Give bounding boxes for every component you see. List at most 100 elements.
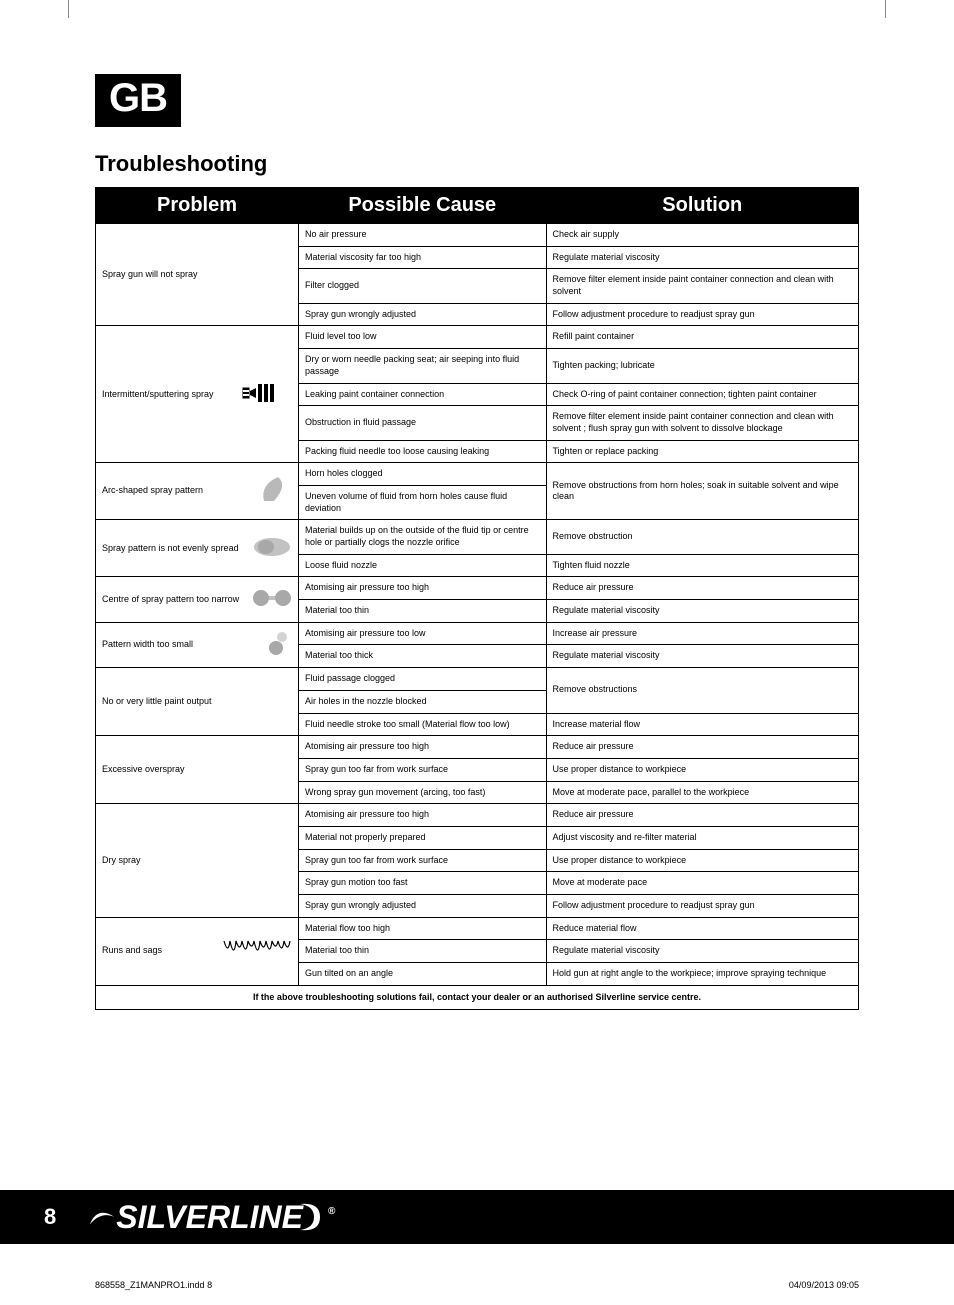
cause-cell: Atomising air pressure too low <box>299 622 547 645</box>
cause-cell: Material viscosity far too high <box>299 246 547 269</box>
header-problem: Problem <box>96 188 299 224</box>
cause-cell: Leaking paint container connection <box>299 383 547 406</box>
problem-text: No or very little paint output <box>102 696 292 708</box>
brand-text: SILVERLINE <box>116 1199 303 1236</box>
uneven-icon <box>252 535 292 563</box>
swoosh-icon <box>86 1202 116 1232</box>
solution-cell: Follow adjustment procedure to readjust … <box>546 895 858 918</box>
cause-cell: Atomising air pressure too high <box>299 736 547 759</box>
solution-cell: Follow adjustment procedure to readjust … <box>546 303 858 326</box>
solution-cell: Remove filter element inside paint conta… <box>546 269 858 303</box>
cause-cell: Obstruction in fluid passage <box>299 406 547 440</box>
brand-tail-icon <box>300 1202 326 1232</box>
problem-cell: Dry spray <box>96 804 299 917</box>
country-code: GB <box>109 76 167 120</box>
sputter-icon <box>242 380 292 410</box>
header-solution: Solution <box>546 188 858 224</box>
cause-cell: Atomising air pressure too high <box>299 577 547 600</box>
header-cause: Possible Cause <box>299 188 547 224</box>
problem-cell: Centre of spray pattern too narrow <box>96 577 299 622</box>
cause-cell: Fluid level too low <box>299 326 547 349</box>
cause-cell: Material not properly prepared <box>299 826 547 849</box>
problem-text: Runs and sags <box>102 945 216 957</box>
problem-text: Centre of spray pattern too narrow <box>102 594 246 606</box>
solution-cell: Use proper distance to workpiece <box>546 758 858 781</box>
small-icon <box>258 630 292 660</box>
cause-cell: Material too thin <box>299 600 547 623</box>
solution-cell: Reduce air pressure <box>546 804 858 827</box>
table-row: Spray gun will not sprayNo air pressureC… <box>96 224 859 247</box>
cause-cell: Filter clogged <box>299 269 547 303</box>
solution-cell: Reduce air pressure <box>546 577 858 600</box>
solution-cell: Regulate material viscosity <box>546 246 858 269</box>
arc-icon <box>258 475 292 507</box>
table-row: Spray pattern is not evenly spread Materi… <box>96 520 859 554</box>
table-row: Intermittent/sputtering sprayFluid level… <box>96 326 859 349</box>
registered-mark: ® <box>328 1206 335 1217</box>
cause-cell: Spray gun too far from work surface <box>299 849 547 872</box>
cause-cell: Material builds up on the outside of the… <box>299 520 547 554</box>
page-content: GB Troubleshooting Problem Possible Caus… <box>0 0 954 1010</box>
cause-cell: Spray gun too far from work surface <box>299 758 547 781</box>
runs-icon <box>222 937 292 965</box>
crop-mark-right <box>885 0 886 18</box>
solution-cell: Remove obstructions from horn holes; soa… <box>546 463 858 520</box>
page-footer: 8 SILVERLINE ® 868558_Z1MANPRO1.indd 8 0… <box>0 1190 954 1290</box>
solution-cell: Hold gun at right angle to the workpiece… <box>546 963 858 986</box>
table-row: Centre of spray pattern too narrowAtomis… <box>96 577 859 600</box>
cause-cell: Loose fluid nozzle <box>299 554 547 577</box>
problem-text: Spray pattern is not evenly spread <box>102 543 246 555</box>
cause-cell: Fluid needle stroke too small (Material … <box>299 713 547 736</box>
print-mark-date: 04/09/2013 09:05 <box>789 1280 859 1290</box>
solution-cell: Regulate material viscosity <box>546 600 858 623</box>
cause-cell: Material flow too high <box>299 917 547 940</box>
cause-cell: Horn holes clogged <box>299 463 547 486</box>
table-row: Arc-shaped spray patternHorn holes clogg… <box>96 463 859 486</box>
solution-cell: Adjust viscosity and re-filter material <box>546 826 858 849</box>
cause-cell: Uneven volume of fluid from horn holes c… <box>299 485 547 519</box>
solution-cell: Increase air pressure <box>546 622 858 645</box>
table-row: Dry sprayAtomising air pressure too high… <box>96 804 859 827</box>
table-row: Excessive oversprayAtomising air pressur… <box>96 736 859 759</box>
cause-cell: Gun tilted on an angle <box>299 963 547 986</box>
problem-cell: Arc-shaped spray pattern <box>96 463 299 520</box>
problem-cell: Runs and sags <box>96 917 299 985</box>
cause-cell: Air holes in the nozzle blocked <box>299 690 547 713</box>
solution-cell: Check air supply <box>546 224 858 247</box>
page-number: 8 <box>30 1196 70 1238</box>
problem-cell: Spray pattern is not evenly spread <box>96 520 299 577</box>
table-row: Pattern width too smallAtomising air pre… <box>96 622 859 645</box>
section-title: Troubleshooting <box>95 151 859 177</box>
cause-cell: Packing fluid needle too loose causing l… <box>299 440 547 463</box>
cause-cell: Wrong spray gun movement (arcing, too fa… <box>299 781 547 804</box>
table-row: No or very little paint outputFluid pass… <box>96 668 859 691</box>
solution-cell: Remove obstruction <box>546 520 858 554</box>
footer-bar: 8 SILVERLINE ® <box>0 1190 954 1244</box>
solution-cell: Move at moderate pace, parallel to the w… <box>546 781 858 804</box>
solution-cell: Tighten fluid nozzle <box>546 554 858 577</box>
table-row: Runs and sagsMaterial flow too highReduc… <box>96 917 859 940</box>
troubleshooting-table: Problem Possible Cause Solution Spray gu… <box>95 187 859 1010</box>
problem-text: Arc-shaped spray pattern <box>102 485 252 497</box>
solution-cell: Refill paint container <box>546 326 858 349</box>
crop-mark-left <box>68 0 69 18</box>
problem-cell: Pattern width too small <box>96 622 299 667</box>
cause-cell: Spray gun motion too fast <box>299 872 547 895</box>
table-footer-row: If the above troubleshooting solutions f… <box>96 985 859 1010</box>
cause-cell: Dry or worn needle packing seat; air see… <box>299 349 547 383</box>
country-header: GB <box>95 74 181 127</box>
footer-note: If the above troubleshooting solutions f… <box>96 985 859 1010</box>
solution-cell: Remove filter element inside paint conta… <box>546 406 858 440</box>
narrow-icon <box>252 589 292 611</box>
solution-cell: Increase material flow <box>546 713 858 736</box>
cause-cell: Spray gun wrongly adjusted <box>299 303 547 326</box>
problem-text: Excessive overspray <box>102 764 292 776</box>
print-marks: 868558_Z1MANPRO1.indd 8 04/09/2013 09:05 <box>0 1244 954 1290</box>
problem-text: Pattern width too small <box>102 639 252 651</box>
problem-cell: Spray gun will not spray <box>96 224 299 326</box>
print-mark-file: 868558_Z1MANPRO1.indd 8 <box>95 1280 212 1290</box>
cause-cell: Material too thin <box>299 940 547 963</box>
solution-cell: Move at moderate pace <box>546 872 858 895</box>
solution-cell: Check O-ring of paint container connecti… <box>546 383 858 406</box>
table-header-row: Problem Possible Cause Solution <box>96 188 859 224</box>
